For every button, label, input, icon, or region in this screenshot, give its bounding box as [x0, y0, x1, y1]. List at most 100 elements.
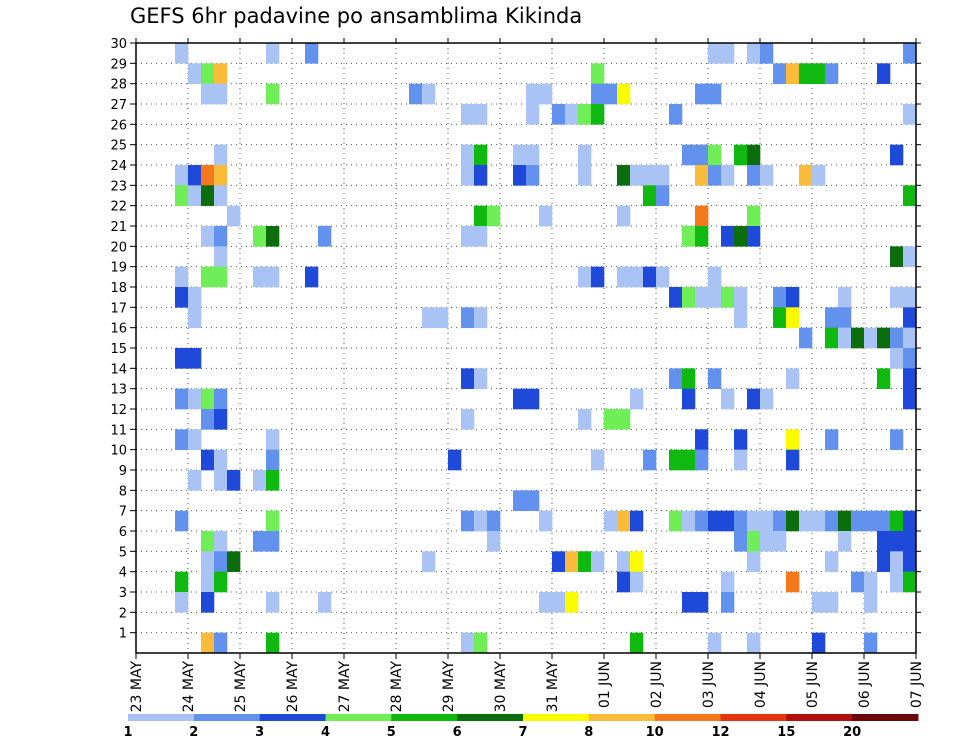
- precip-cell: [422, 307, 436, 328]
- precip-cell: [747, 205, 761, 227]
- legend-label: 8: [584, 725, 593, 740]
- precip-cell: [890, 246, 904, 267]
- precip-cell: [630, 165, 644, 186]
- precip-cell: [682, 510, 696, 532]
- precip-cell: [617, 510, 631, 532]
- precip-cell: [253, 226, 267, 247]
- legend-label: 15: [777, 725, 795, 740]
- precip-cell: [461, 368, 475, 389]
- precip-cell: [773, 307, 787, 328]
- y-tick-label: 21: [110, 220, 127, 235]
- precip-cell: [578, 551, 592, 572]
- precip-cell: [591, 83, 605, 105]
- precip-cell: [682, 287, 696, 308]
- precip-cell: [721, 592, 735, 613]
- precip-cell: [708, 266, 722, 288]
- y-tick-label: 22: [110, 200, 127, 215]
- precip-cell: [903, 104, 917, 125]
- y-tick-label: 28: [110, 78, 127, 93]
- y-axis-ticks: 1234567891011121314151617181920212223242…: [110, 37, 921, 642]
- precip-cell: [461, 409, 475, 430]
- precip-cell: [175, 287, 189, 308]
- precip-cell: [799, 63, 813, 84]
- x-tick-label: 31 MAY: [545, 661, 561, 713]
- precip-cell: [890, 287, 904, 308]
- precip-cell: [695, 429, 709, 450]
- precip-cell: [708, 43, 722, 64]
- legend-label: 12: [711, 725, 729, 740]
- precip-cell: [526, 490, 540, 511]
- precip-cell: [630, 388, 644, 410]
- precip-cell: [617, 266, 631, 288]
- precip-cell: [214, 63, 228, 84]
- x-tick-label: 03 JUN: [701, 661, 717, 708]
- precip-cell: [838, 327, 852, 349]
- precip-cell: [305, 266, 319, 288]
- y-tick-label: 5: [119, 545, 127, 560]
- precip-cell: [695, 226, 709, 247]
- precip-cell: [214, 83, 228, 105]
- precip-cell: [188, 287, 202, 308]
- y-tick-label: 14: [110, 362, 127, 377]
- precip-cell: [734, 307, 748, 328]
- precip-cell: [890, 551, 904, 572]
- precip-cell: [474, 165, 488, 186]
- y-tick-label: 18: [110, 281, 127, 296]
- precip-cell: [422, 83, 436, 105]
- precip-cell: [721, 226, 735, 247]
- precip-cell: [175, 571, 189, 593]
- precip-cell: [799, 510, 813, 532]
- precip-cell: [214, 551, 228, 572]
- y-tick-label: 8: [119, 484, 127, 499]
- precip-cell: [214, 632, 228, 654]
- y-tick-label: 11: [110, 423, 127, 438]
- precip-cell: [773, 63, 787, 84]
- precip-cell: [604, 83, 618, 105]
- precip-cell: [825, 510, 839, 532]
- precip-cell: [461, 510, 475, 532]
- precip-cell: [188, 348, 202, 369]
- x-tick-label: 23 MAY: [129, 661, 145, 713]
- y-tick-label: 29: [110, 57, 127, 72]
- precip-cell: [890, 571, 904, 593]
- precip-cell: [825, 551, 839, 572]
- precip-cell: [630, 266, 644, 288]
- legend-label: 10: [646, 725, 664, 740]
- precipitation-cells: [175, 43, 917, 654]
- y-tick-label: 2: [119, 606, 127, 621]
- precip-cell: [513, 144, 527, 166]
- precip-cell: [747, 43, 761, 64]
- precip-cell: [188, 429, 202, 450]
- precip-cell: [903, 185, 917, 206]
- precip-cell: [266, 449, 280, 471]
- precip-cell: [175, 43, 189, 64]
- precip-cell: [630, 632, 644, 654]
- legend-swatch: [654, 714, 721, 721]
- precip-cell: [201, 185, 215, 206]
- legend-label: 20: [843, 725, 861, 740]
- precip-cell: [656, 185, 670, 206]
- precip-cell: [305, 43, 319, 64]
- precip-cell: [786, 449, 800, 471]
- precip-cell: [526, 388, 540, 410]
- y-tick-label: 15: [110, 342, 127, 357]
- precip-cell: [708, 83, 722, 105]
- precip-cell: [851, 327, 865, 349]
- precip-cell: [448, 449, 462, 471]
- precip-cell: [565, 104, 579, 125]
- precip-cell: [760, 388, 774, 410]
- precip-cell: [890, 144, 904, 166]
- precip-cell: [682, 226, 696, 247]
- legend-swatch: [259, 714, 326, 721]
- x-tick-label: 28 MAY: [389, 661, 405, 713]
- chart-title: GEFS 6hr padavine po ansamblima Kikinda: [130, 4, 583, 28]
- precip-cell: [669, 368, 683, 389]
- legend-label: 4: [321, 725, 330, 740]
- precip-cell: [708, 287, 722, 308]
- precip-cell: [253, 470, 267, 491]
- precip-cell: [227, 205, 241, 227]
- precip-cell: [721, 510, 735, 532]
- precip-cell: [786, 368, 800, 389]
- precip-cell: [266, 531, 280, 552]
- precip-cell: [734, 287, 748, 308]
